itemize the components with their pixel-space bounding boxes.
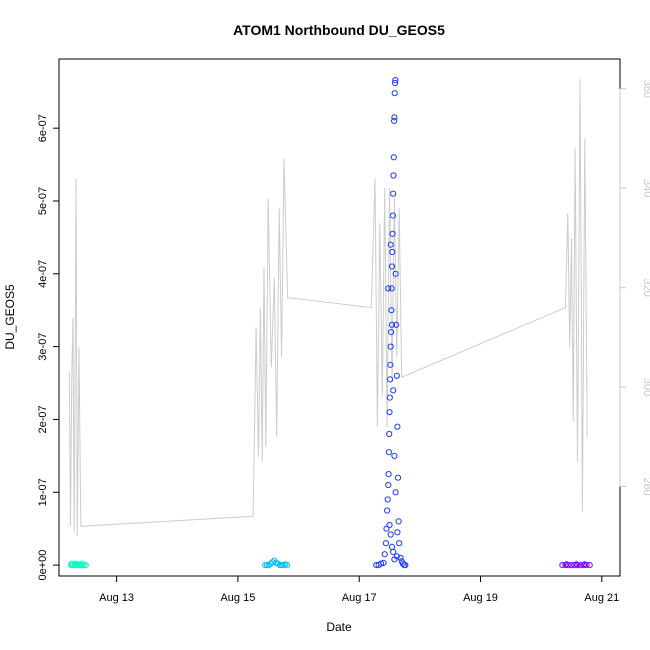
data-point — [387, 376, 394, 383]
data-point — [390, 387, 397, 394]
data-point — [385, 471, 392, 478]
data-point — [382, 540, 389, 547]
chart-title: ATOM1 Northbound DU_GEOS5 — [233, 22, 445, 38]
line-series — [68, 78, 588, 537]
data-point — [387, 531, 394, 538]
data-point — [394, 423, 401, 430]
y-tick-label: 5e-07 — [37, 187, 49, 215]
data-point — [392, 77, 399, 84]
data-point — [377, 560, 385, 567]
y-axis-label: DU_GEOS5 — [3, 284, 17, 350]
data-point — [392, 489, 399, 496]
x-tick-label: Aug 17 — [342, 592, 377, 604]
data-point — [390, 190, 397, 197]
data-point — [385, 481, 392, 489]
data-point — [388, 285, 395, 292]
x-axis-label: Date — [326, 620, 352, 634]
data-point — [386, 409, 393, 416]
y-tick-label: 3e-07 — [37, 333, 49, 361]
data-point — [387, 241, 394, 248]
y-axis-left: 0e+00 1e-07 2e-07 3e-07 4e-07 5e-07 6e-07 — [37, 114, 60, 581]
data-point — [390, 154, 397, 161]
y2-tick-label: 340 — [641, 179, 650, 197]
data-point — [387, 361, 394, 368]
data-point — [386, 430, 393, 438]
right-axis-line-layer — [68, 78, 588, 537]
data-point — [577, 562, 584, 569]
data-point — [389, 212, 396, 219]
data-point — [586, 562, 593, 569]
data-point — [397, 554, 404, 561]
y-tick-label: 2e-07 — [37, 405, 49, 433]
y-tick-label: 4e-07 — [37, 260, 49, 288]
data-point — [68, 560, 75, 567]
data-point — [388, 263, 396, 270]
data-point — [262, 562, 269, 569]
data-point — [389, 248, 396, 256]
data-point — [384, 496, 391, 503]
y2-tick-label: 280 — [641, 477, 650, 495]
y-tick-label: 0e+00 — [37, 550, 49, 581]
data-point — [392, 270, 399, 277]
data-point — [388, 543, 396, 551]
y2-tick-label: 360 — [641, 80, 650, 98]
data-point — [391, 79, 399, 87]
data-point — [385, 285, 392, 292]
data-point — [563, 561, 570, 568]
data-point — [385, 449, 392, 456]
x-tick-label: Aug 15 — [220, 592, 255, 604]
data-point — [394, 529, 401, 536]
data-point — [581, 561, 588, 568]
data-point — [391, 452, 398, 459]
data-point — [384, 507, 391, 514]
data-point — [283, 562, 291, 569]
data-point — [383, 525, 390, 532]
data-point — [394, 474, 402, 481]
data-point — [390, 172, 397, 179]
x-tick-label: Aug 13 — [99, 592, 134, 604]
data-point — [388, 307, 395, 314]
data-point — [391, 117, 398, 125]
data-point — [395, 518, 402, 525]
data-point — [386, 394, 393, 401]
data-point — [389, 230, 396, 237]
data-point — [393, 553, 400, 560]
data-point — [381, 551, 388, 558]
data-point — [562, 562, 569, 569]
data-point — [393, 321, 400, 328]
data-point — [386, 521, 393, 529]
data-point — [387, 343, 394, 350]
data-point — [393, 372, 400, 379]
data-point — [388, 329, 395, 336]
x-tick-label: Aug 21 — [584, 592, 619, 604]
data-point — [559, 562, 566, 569]
data-point — [388, 321, 396, 328]
x-tick-label: Aug 19 — [463, 592, 498, 604]
data-point — [391, 114, 398, 121]
points-layer — [68, 77, 593, 569]
x-axis: Aug 13 Aug 15 Aug 17 Aug 19 Aug 21 — [99, 575, 619, 604]
data-point — [402, 562, 409, 569]
data-point — [269, 559, 276, 566]
plot-frame — [58, 58, 621, 577]
data-point — [391, 90, 398, 97]
data-point — [580, 562, 587, 569]
y-axis-right: 280 300 320 340 360 — [619, 80, 650, 496]
data-point — [574, 562, 581, 569]
data-point — [78, 560, 85, 567]
data-point — [396, 540, 403, 547]
y2-tick-label: 300 — [641, 378, 650, 396]
y-tick-label: 1e-07 — [37, 478, 49, 506]
data-point — [573, 561, 580, 568]
data-point — [380, 559, 387, 567]
y-tick-label: 6e-07 — [37, 114, 49, 142]
data-point — [263, 562, 271, 569]
y2-tick-label: 320 — [641, 278, 650, 296]
data-point — [390, 548, 397, 556]
